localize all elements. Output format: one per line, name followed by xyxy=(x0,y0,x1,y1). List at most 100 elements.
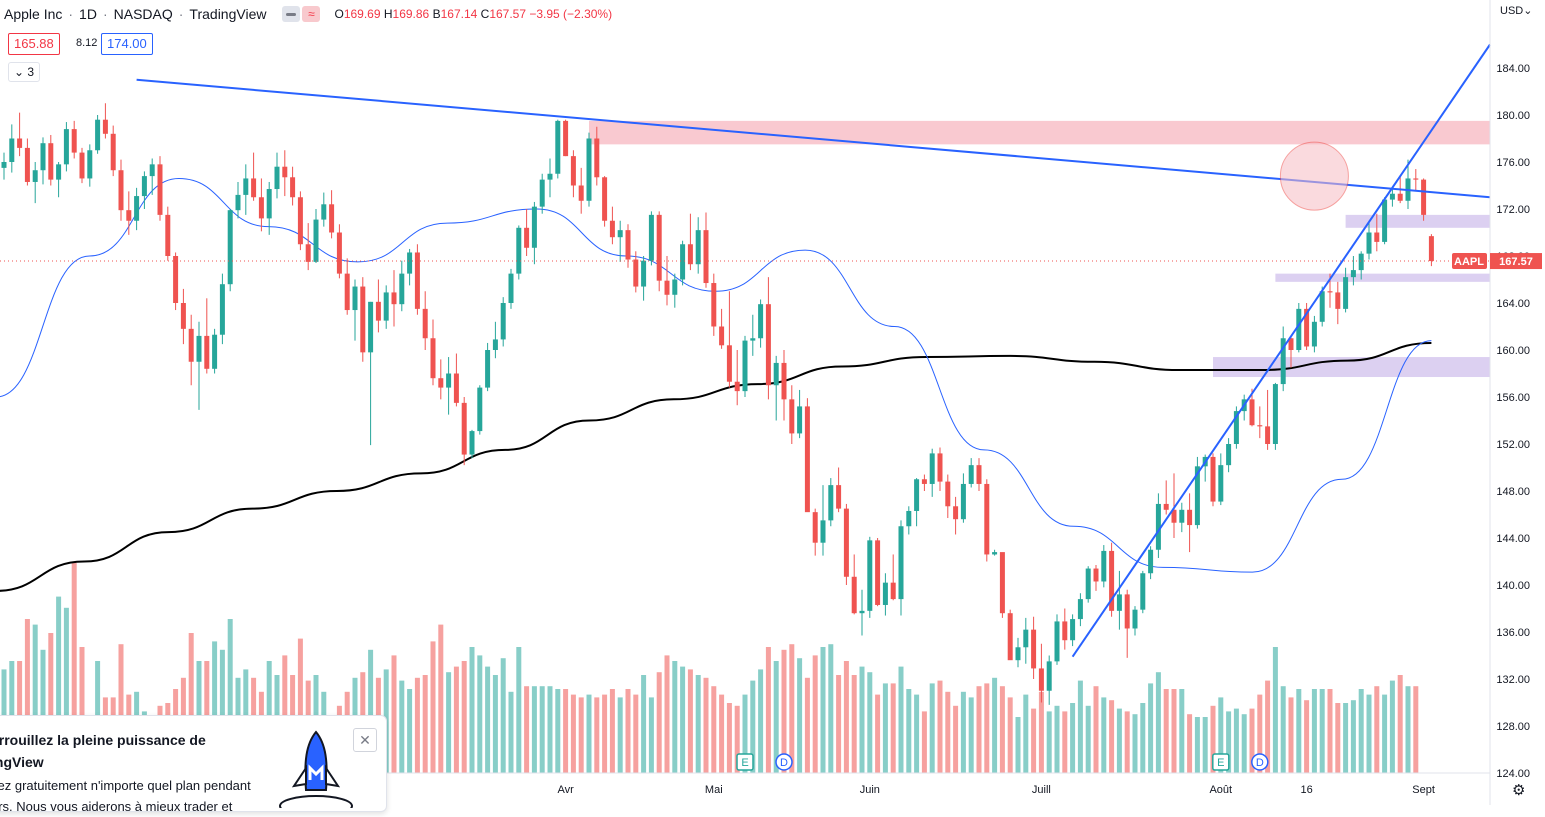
candle-body xyxy=(773,362,779,386)
candle-body xyxy=(438,378,444,388)
close-value: 167.57 xyxy=(489,7,527,21)
candle-body xyxy=(641,260,647,287)
candle-body xyxy=(836,485,842,509)
price-axis[interactable]: 124.00 128.00 132.00 136.00 140.00 144.00 148.… xyxy=(1489,0,1530,805)
indicator-lines xyxy=(0,177,1432,592)
trend-lines[interactable] xyxy=(136,43,1491,658)
candle-body xyxy=(352,286,358,311)
candle-body xyxy=(258,197,264,219)
candle-body xyxy=(726,345,732,382)
event-label: E xyxy=(741,757,748,769)
volume-bar xyxy=(32,624,38,773)
volume-bar xyxy=(1187,714,1193,773)
downtrend-line xyxy=(136,78,1491,199)
volume-bar xyxy=(945,691,951,773)
gear-icon[interactable]: ⚙ xyxy=(1512,782,1526,799)
candle-body xyxy=(63,129,69,165)
volume-bar xyxy=(789,644,795,773)
volume-bar xyxy=(391,655,397,773)
change-value: −3.95 (−2.30%) xyxy=(529,7,613,21)
volume-bar xyxy=(820,647,826,773)
close-icon[interactable]: ✕ xyxy=(353,728,377,752)
candle-body xyxy=(843,508,849,577)
volume-bar xyxy=(968,697,974,773)
volume-bar xyxy=(843,661,849,773)
candle-body xyxy=(1272,384,1278,444)
low-label: B xyxy=(432,7,441,21)
volume-bar xyxy=(1374,686,1380,773)
price-tick: 172.00 xyxy=(1496,204,1530,216)
dividend-marker xyxy=(775,753,793,771)
volume-bar xyxy=(960,691,966,773)
candle-body xyxy=(945,481,951,507)
candle-body xyxy=(141,176,147,197)
candle-body xyxy=(555,120,561,174)
volume-bar xyxy=(1163,689,1169,773)
candle-body xyxy=(563,120,569,157)
buy-price-button[interactable]: 174.00 xyxy=(101,33,153,55)
candle-body xyxy=(1116,594,1122,611)
candle-body xyxy=(875,540,881,605)
volume-bar xyxy=(1311,689,1317,773)
candle-body xyxy=(859,610,865,614)
candle-body xyxy=(414,252,420,309)
candle-body xyxy=(765,304,771,386)
volume-bar xyxy=(1350,700,1356,773)
indicators-collapse-button[interactable]: ⌄ 3 xyxy=(8,62,41,82)
volume-bar xyxy=(711,686,717,773)
candle-body xyxy=(1257,425,1263,427)
volume-bar xyxy=(1366,694,1372,773)
volume-bar xyxy=(937,680,943,773)
promo-title: errouillez la pleine puissance de ingVie… xyxy=(0,732,206,770)
interval[interactable]: 1D xyxy=(79,6,97,22)
candle-body xyxy=(79,152,85,179)
volume-bar xyxy=(1093,686,1099,773)
hide-icon[interactable] xyxy=(282,6,301,22)
volume-bar xyxy=(219,649,225,773)
volume-bar xyxy=(422,675,428,773)
volume-bar xyxy=(641,675,647,773)
candle-body xyxy=(1101,550,1107,582)
candle-body xyxy=(368,301,374,353)
volume-bar xyxy=(602,694,608,773)
candle-body xyxy=(196,335,202,362)
candle-body xyxy=(1218,465,1224,502)
volume-bar xyxy=(742,694,748,773)
candle-body xyxy=(134,196,140,221)
volume-bar xyxy=(430,641,436,773)
candle-body xyxy=(890,582,896,600)
candle-body xyxy=(48,143,54,180)
volume-bar xyxy=(555,689,561,773)
candle-body xyxy=(1015,647,1021,661)
candle-body xyxy=(1397,193,1403,201)
volume-bar xyxy=(1249,708,1255,773)
volume-bar xyxy=(212,641,218,773)
candle-body xyxy=(32,170,38,182)
candle-body xyxy=(305,244,311,262)
volume-bar xyxy=(1241,714,1247,773)
volume-bar xyxy=(586,694,592,773)
earnings-marker xyxy=(1212,753,1230,771)
volume-bar xyxy=(906,689,912,773)
time-tick: 16 xyxy=(1300,784,1312,796)
sell-price-button[interactable]: 165.88 xyxy=(8,33,60,55)
candle-body xyxy=(960,483,966,520)
candle-body xyxy=(95,119,101,151)
volume-bar xyxy=(48,633,54,773)
candle-body xyxy=(313,219,319,262)
candle-body xyxy=(1319,291,1325,322)
compare-icon[interactable]: ≈ xyxy=(302,6,321,22)
symbol-name[interactable]: Apple Inc xyxy=(4,6,63,22)
candle-body xyxy=(609,220,615,238)
volume-bar xyxy=(953,705,959,773)
candle-body xyxy=(157,164,163,215)
currency-selector[interactable]: USD⌄ xyxy=(1500,5,1533,17)
candle-body xyxy=(1265,426,1271,444)
candle-body xyxy=(797,406,803,434)
candle-body xyxy=(882,582,888,605)
volume-bar xyxy=(24,619,30,773)
candle-body xyxy=(1046,661,1052,691)
candle-body xyxy=(906,510,912,527)
